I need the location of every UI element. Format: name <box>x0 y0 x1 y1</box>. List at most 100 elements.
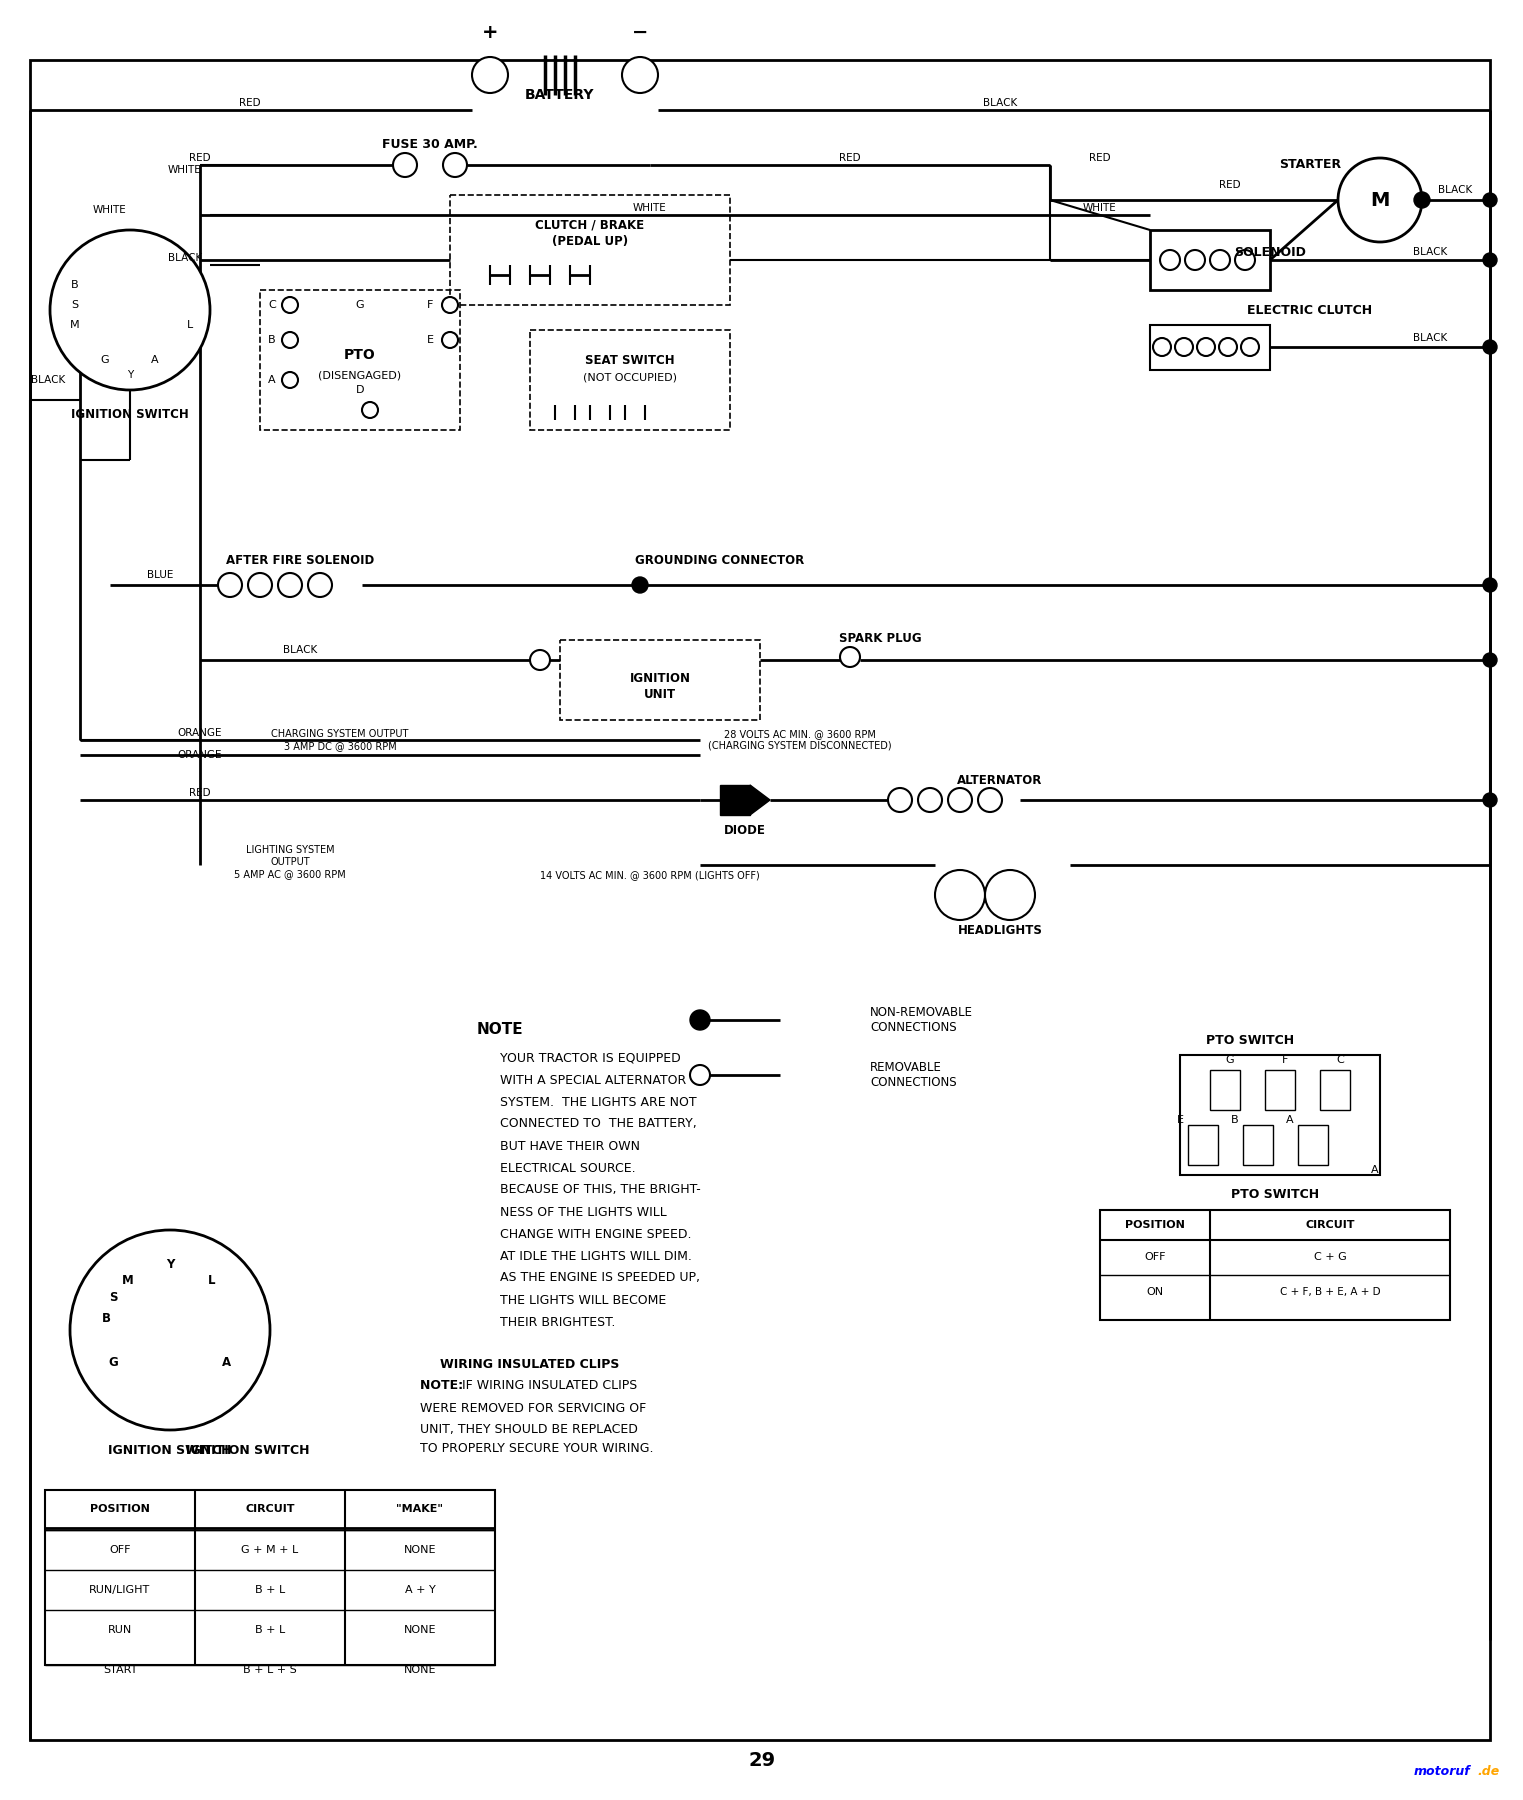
Text: PTO SWITCH: PTO SWITCH <box>1206 1033 1295 1046</box>
Text: CIRCUIT: CIRCUIT <box>245 1505 295 1514</box>
Text: BLACK: BLACK <box>168 254 203 263</box>
Bar <box>148 365 168 376</box>
Bar <box>94 1325 129 1339</box>
Text: Y: Y <box>126 371 133 380</box>
Text: G: G <box>101 355 110 365</box>
Text: E: E <box>1176 1114 1183 1125</box>
Text: OFF: OFF <box>1144 1253 1165 1262</box>
Bar <box>449 194 730 304</box>
Text: M: M <box>122 1274 134 1287</box>
Text: C: C <box>1336 1055 1343 1066</box>
Text: CIRCUIT: CIRCUIT <box>1305 1220 1355 1229</box>
Text: BLUE: BLUE <box>146 571 174 580</box>
Text: UNIT, THEY SHOULD BE REPLACED: UNIT, THEY SHOULD BE REPLACED <box>420 1422 638 1436</box>
Text: Y: Y <box>166 1258 174 1271</box>
Circle shape <box>70 1229 270 1429</box>
Bar <box>1180 1055 1380 1175</box>
Circle shape <box>841 646 860 668</box>
Text: SOLENOID: SOLENOID <box>1234 245 1305 259</box>
Text: G: G <box>356 301 364 310</box>
Text: STARTER: STARTER <box>1279 158 1342 171</box>
Bar <box>129 1291 164 1303</box>
Text: C + G: C + G <box>1314 1253 1346 1262</box>
Bar <box>260 290 460 430</box>
Circle shape <box>282 373 299 389</box>
Text: F: F <box>426 301 433 310</box>
Text: (PEDAL UP): (PEDAL UP) <box>551 236 627 248</box>
Circle shape <box>1235 250 1255 270</box>
Text: WHITE: WHITE <box>93 205 126 214</box>
Circle shape <box>632 578 647 592</box>
Bar <box>560 641 760 720</box>
Text: CONNECTED TO  THE BATTERY,: CONNECTED TO THE BATTERY, <box>500 1118 696 1130</box>
Text: BLACK: BLACK <box>1438 185 1473 194</box>
Circle shape <box>1483 340 1497 355</box>
Text: L: L <box>209 1274 216 1287</box>
Text: B + L: B + L <box>254 1625 285 1634</box>
Bar <box>1100 1210 1450 1319</box>
Bar <box>530 329 730 430</box>
Circle shape <box>218 572 242 598</box>
Bar <box>1266 1069 1295 1111</box>
Text: CHARGING SYSTEM OUTPUT
3 AMP DC @ 3600 RPM: CHARGING SYSTEM OUTPUT 3 AMP DC @ 3600 R… <box>271 729 408 751</box>
Text: PTO: PTO <box>344 347 376 362</box>
Circle shape <box>248 572 273 598</box>
Text: GROUNDING CONNECTOR: GROUNDING CONNECTOR <box>635 554 804 567</box>
Text: S: S <box>110 1291 117 1303</box>
Circle shape <box>1209 250 1231 270</box>
Circle shape <box>690 1010 710 1030</box>
Text: CHANGE WITH ENGINE SPEED.: CHANGE WITH ENGINE SPEED. <box>500 1228 691 1240</box>
Text: NONE: NONE <box>404 1625 436 1634</box>
Text: REMOVABLE
CONNECTIONS: REMOVABLE CONNECTIONS <box>870 1060 956 1089</box>
Text: RED: RED <box>1089 153 1110 164</box>
Circle shape <box>393 153 417 176</box>
Text: POSITION: POSITION <box>90 1505 149 1514</box>
Text: RUN/LIGHT: RUN/LIGHT <box>90 1586 151 1595</box>
Text: PTO SWITCH: PTO SWITCH <box>1231 1188 1319 1202</box>
Text: THE LIGHTS WILL BECOME: THE LIGHTS WILL BECOME <box>500 1294 666 1307</box>
Text: F: F <box>1282 1055 1288 1066</box>
Text: G: G <box>108 1355 119 1370</box>
Text: A: A <box>1371 1165 1378 1175</box>
Text: HEADLIGHTS: HEADLIGHTS <box>958 923 1042 936</box>
Text: NONE: NONE <box>404 1544 436 1555</box>
Text: B + L + S: B + L + S <box>244 1665 297 1676</box>
Text: B + L: B + L <box>254 1586 285 1595</box>
Text: B: B <box>1231 1114 1238 1125</box>
Text: SPARK PLUG: SPARK PLUG <box>839 632 921 644</box>
Text: IGNITION SWITCH: IGNITION SWITCH <box>108 1444 231 1456</box>
Text: E: E <box>426 335 434 346</box>
Circle shape <box>690 1066 710 1085</box>
Text: OFF: OFF <box>110 1544 131 1555</box>
Text: START: START <box>104 1665 137 1676</box>
Text: ORANGE: ORANGE <box>178 751 222 760</box>
Text: BECAUSE OF THIS, THE BRIGHT-: BECAUSE OF THIS, THE BRIGHT- <box>500 1184 701 1197</box>
Bar <box>94 1345 129 1359</box>
Text: SYSTEM.  THE LIGHTS ARE NOT: SYSTEM. THE LIGHTS ARE NOT <box>500 1096 696 1109</box>
Circle shape <box>918 788 943 812</box>
Text: IGNITION: IGNITION <box>629 671 690 684</box>
Text: RED: RED <box>189 153 210 164</box>
Text: G: G <box>1226 1055 1234 1066</box>
Circle shape <box>985 869 1036 920</box>
Circle shape <box>530 650 550 670</box>
Text: FUSE 30 AMP.: FUSE 30 AMP. <box>382 139 478 151</box>
Circle shape <box>442 297 458 313</box>
Text: A: A <box>222 1355 231 1370</box>
Bar <box>88 304 108 317</box>
Text: NOTE: NOTE <box>477 1022 524 1037</box>
Text: S: S <box>72 301 79 310</box>
Text: ELECTRIC CLUTCH: ELECTRIC CLUTCH <box>1247 304 1372 317</box>
Text: POSITION: POSITION <box>1125 1220 1185 1229</box>
Text: BLACK: BLACK <box>30 374 65 385</box>
Text: BLACK: BLACK <box>982 97 1017 108</box>
Text: C: C <box>268 301 276 310</box>
Circle shape <box>1218 338 1237 356</box>
Circle shape <box>888 788 912 812</box>
Text: LIGHTING SYSTEM
OUTPUT
5 AMP AC @ 3600 RPM: LIGHTING SYSTEM OUTPUT 5 AMP AC @ 3600 R… <box>235 846 346 878</box>
Circle shape <box>1483 578 1497 592</box>
Circle shape <box>50 230 210 391</box>
Text: A: A <box>1287 1114 1295 1125</box>
Bar <box>1209 1069 1240 1111</box>
Polygon shape <box>720 785 749 815</box>
